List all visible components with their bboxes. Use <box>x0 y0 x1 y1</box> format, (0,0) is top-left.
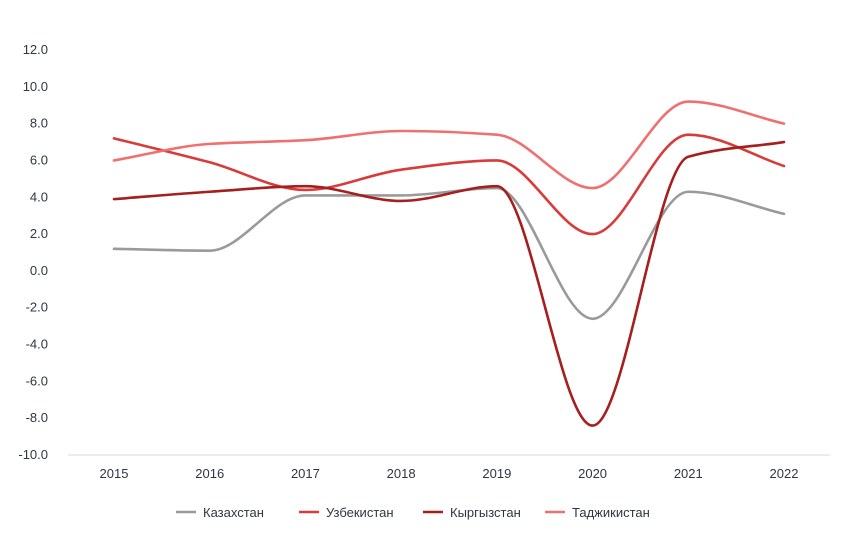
y-tick-label: -8.0 <box>26 410 48 425</box>
y-tick-label: 12.0 <box>23 42 48 57</box>
legend-label: Кыргызстан <box>450 505 521 520</box>
y-tick-label: 4.0 <box>30 189 48 204</box>
y-tick-label: 6.0 <box>30 152 48 167</box>
legend-label: Узбекистан <box>326 505 394 520</box>
y-tick-label: 0.0 <box>30 263 48 278</box>
x-tick-label: 2017 <box>291 466 320 481</box>
y-tick-label: -4.0 <box>26 337 48 352</box>
series-line <box>112 140 786 427</box>
y-axis-ticks: 12.0 10.0 8.0 6.0 4.0 2.0 0.0 -2.0 -4.0 -6.0 -8.0 -… <box>18 42 48 462</box>
y-tick-label: -6.0 <box>26 373 48 388</box>
x-tick-label: 2021 <box>674 466 703 481</box>
series-line <box>112 100 786 190</box>
legend-label: Таджикистан <box>572 505 650 520</box>
x-tick-label: 2018 <box>387 466 416 481</box>
x-axis-ticks: 2015 2016 2017 2018 2019 2020 2021 2022 <box>100 466 799 481</box>
x-tick-label: 2015 <box>100 466 129 481</box>
x-tick-label: 2016 <box>195 466 224 481</box>
series-lines <box>112 100 786 427</box>
x-tick-label: 2020 <box>578 466 607 481</box>
y-tick-label: 2.0 <box>30 226 48 241</box>
legend-label: Казахстан <box>203 505 264 520</box>
series-line <box>112 133 786 236</box>
x-tick-label: 2022 <box>770 466 799 481</box>
y-tick-label: 8.0 <box>30 116 48 131</box>
x-tick-label: 2019 <box>482 466 511 481</box>
legend: Казахстан Узбекистан Кыргызстан Таджикистан <box>176 505 650 520</box>
y-tick-label: -10.0 <box>18 447 48 462</box>
y-tick-label: 10.0 <box>23 79 48 94</box>
y-tick-label: -2.0 <box>26 300 48 315</box>
series-line <box>112 186 786 321</box>
